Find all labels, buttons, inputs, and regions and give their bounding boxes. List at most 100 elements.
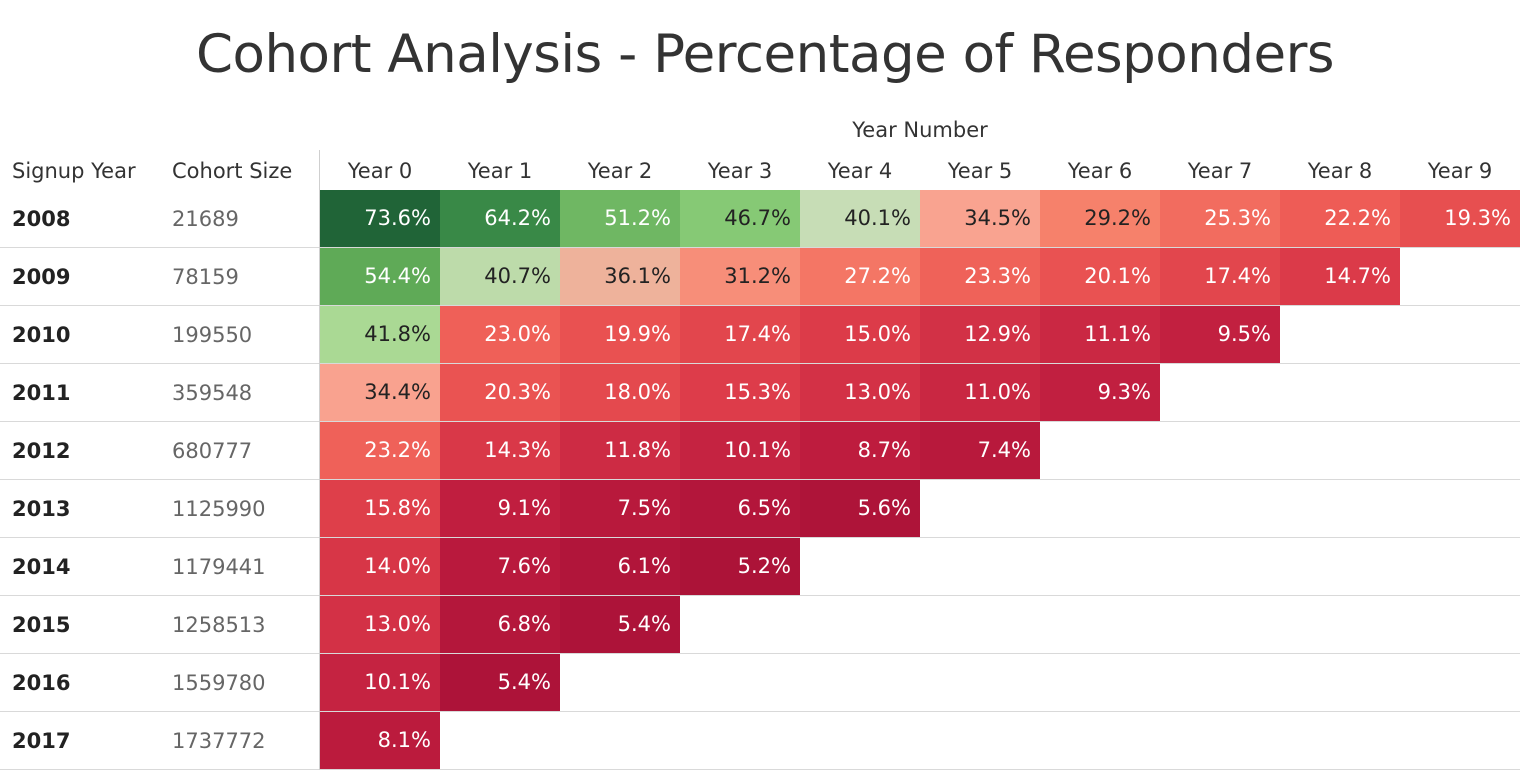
heatmap-cell: 25.3%: [1160, 190, 1280, 247]
heatmap-cell: 41.8%: [320, 306, 440, 363]
column-header-year-0: Year 0: [347, 159, 413, 183]
heatmap-cell: 12.9%: [920, 306, 1040, 363]
row-divider: [0, 247, 1520, 248]
heatmap-cell: 7.5%: [560, 480, 680, 537]
row-divider: [0, 305, 1520, 306]
row-divider: [0, 537, 1520, 538]
heatmap-cell: 5.2%: [680, 538, 800, 595]
row-divider: [0, 363, 1520, 364]
row-divider: [0, 595, 1520, 596]
cohort-size-label: 1125990: [172, 497, 266, 521]
signup-year-label: 2014: [12, 555, 71, 579]
heatmap-cell: 40.1%: [800, 190, 920, 247]
heatmap-cell: 13.0%: [800, 364, 920, 421]
heatmap-cell: 18.0%: [560, 364, 680, 421]
heatmap-cell: 14.0%: [320, 538, 440, 595]
header-divider: [319, 150, 320, 190]
signup-year-label: 2017: [12, 729, 71, 753]
row-divider: [0, 769, 1520, 770]
signup-year-label: 2015: [12, 613, 71, 637]
heatmap-cell: 11.0%: [920, 364, 1040, 421]
heatmap-cell: 29.2%: [1040, 190, 1160, 247]
heatmap-cell: 15.3%: [680, 364, 800, 421]
heatmap-cell: 23.2%: [320, 422, 440, 479]
heatmap-cell: 64.2%: [440, 190, 560, 247]
heatmap-cell: 19.9%: [560, 306, 680, 363]
signup-year-label: 2010: [12, 323, 71, 347]
column-header-year-3: Year 3: [707, 159, 773, 183]
heatmap-cell: 9.1%: [440, 480, 560, 537]
signup-year-label: 2009: [12, 265, 71, 289]
heatmap-cell: 10.1%: [320, 654, 440, 711]
column-header-year-8: Year 8: [1307, 159, 1373, 183]
cohort-size-label: 21689: [172, 207, 239, 231]
signup-year-label: 2008: [12, 207, 71, 231]
column-header-year-5: Year 5: [947, 159, 1013, 183]
row-divider: [0, 653, 1520, 654]
column-header-year-4: Year 4: [827, 159, 893, 183]
heatmap-cell: 6.8%: [440, 596, 560, 653]
column-group-label: Year Number: [852, 118, 988, 142]
heatmap-cell: 23.3%: [920, 248, 1040, 305]
heatmap-cell: 31.2%: [680, 248, 800, 305]
heatmap-cell: 9.5%: [1160, 306, 1280, 363]
heatmap-cell: 34.5%: [920, 190, 1040, 247]
heatmap-cell: 11.1%: [1040, 306, 1160, 363]
heatmap-cell: 9.3%: [1040, 364, 1160, 421]
cohort-size-label: 1559780: [172, 671, 266, 695]
grid-left-border: [319, 190, 320, 770]
cohort-size-label: 1258513: [172, 613, 266, 637]
heatmap-cell: 27.2%: [800, 248, 920, 305]
column-header-year-9: Year 9: [1427, 159, 1493, 183]
heatmap-cell: 15.8%: [320, 480, 440, 537]
heatmap-cell: 73.6%: [320, 190, 440, 247]
signup-year-label: 2011: [12, 381, 71, 405]
heatmap-cell: 19.3%: [1400, 190, 1520, 247]
cohort-size-label: 199550: [172, 323, 253, 347]
heatmap-cell: 40.7%: [440, 248, 560, 305]
signup-year-label: 2013: [12, 497, 71, 521]
cohort-size-label: 359548: [172, 381, 253, 405]
heatmap-cell: 8.7%: [800, 422, 920, 479]
heatmap-cell: 6.5%: [680, 480, 800, 537]
heatmap-cell: 22.2%: [1280, 190, 1400, 247]
column-header-year-6: Year 6: [1067, 159, 1133, 183]
heatmap-cell: 5.4%: [560, 596, 680, 653]
row-divider: [0, 421, 1520, 422]
chart-title: Cohort Analysis - Percentage of Responde…: [196, 24, 1334, 85]
signup-year-header: Signup Year: [12, 159, 136, 183]
heatmap-cell: 7.6%: [440, 538, 560, 595]
heatmap-cell: 5.4%: [440, 654, 560, 711]
column-header-year-7: Year 7: [1187, 159, 1253, 183]
cohort-size-header: Cohort Size: [172, 159, 293, 183]
heatmap-cell: 14.7%: [1280, 248, 1400, 305]
heatmap-cell: 7.4%: [920, 422, 1040, 479]
column-header-year-2: Year 2: [587, 159, 653, 183]
signup-year-label: 2016: [12, 671, 71, 695]
heatmap-cell: 10.1%: [680, 422, 800, 479]
row-divider: [0, 479, 1520, 480]
heatmap-cell: 15.0%: [800, 306, 920, 363]
cohort-size-label: 78159: [172, 265, 239, 289]
heatmap-cell: 17.4%: [680, 306, 800, 363]
heatmap-cell: 11.8%: [560, 422, 680, 479]
signup-year-label: 2012: [12, 439, 71, 463]
heatmap-cell: 23.0%: [440, 306, 560, 363]
heatmap-cell: 6.1%: [560, 538, 680, 595]
heatmap-cell: 54.4%: [320, 248, 440, 305]
cohort-size-label: 1737772: [172, 729, 266, 753]
heatmap-cell: 5.6%: [800, 480, 920, 537]
column-header-year-1: Year 1: [467, 159, 533, 183]
row-divider: [0, 711, 1520, 712]
heatmap-cell: 17.4%: [1160, 248, 1280, 305]
heatmap-cell: 20.1%: [1040, 248, 1160, 305]
heatmap-cell: 34.4%: [320, 364, 440, 421]
cohort-size-label: 680777: [172, 439, 253, 463]
heatmap-cell: 13.0%: [320, 596, 440, 653]
heatmap-cell: 36.1%: [560, 248, 680, 305]
heatmap-cell: 8.1%: [320, 712, 440, 769]
heatmap-cell: 20.3%: [440, 364, 560, 421]
heatmap-cell: 51.2%: [560, 190, 680, 247]
heatmap-cell: 46.7%: [680, 190, 800, 247]
